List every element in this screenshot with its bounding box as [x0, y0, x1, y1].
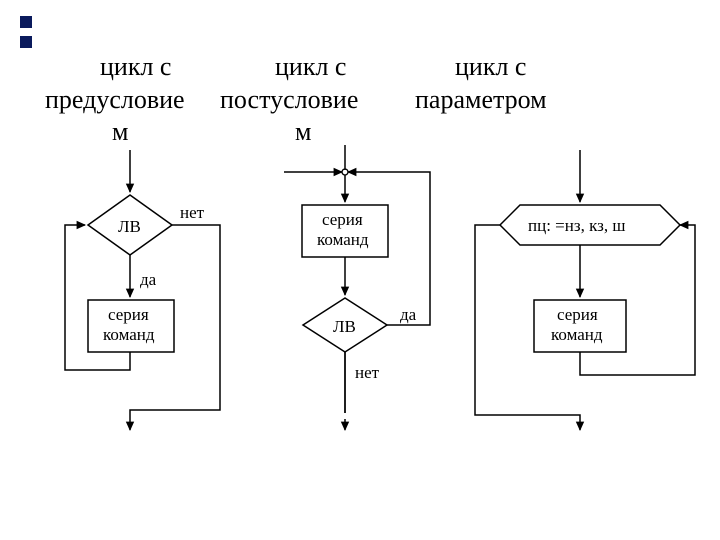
bullet-1 — [20, 16, 32, 28]
title-col1-bot: предусловие — [45, 85, 185, 114]
label-da-2: да — [400, 305, 417, 324]
title-col2-bot: постусловие — [220, 85, 358, 114]
title-col2-suffix: м — [295, 117, 311, 146]
label-seriya-3b: команд — [551, 325, 603, 344]
label-seriya-3a: серия — [557, 305, 598, 324]
title-col1-top: цикл с — [100, 52, 171, 81]
label-seriya-2b: команд — [317, 230, 369, 249]
title-col2-top: цикл с — [275, 52, 346, 81]
label-da-1: да — [140, 270, 157, 289]
label-seriya-1a: серия — [108, 305, 149, 324]
label-lv-2: ЛВ — [333, 317, 356, 336]
title-col3-bot: параметром — [415, 85, 547, 114]
flowchart-precondition: ЛВ нет да серия команд — [65, 150, 220, 430]
label-seriya-1b: команд — [103, 325, 155, 344]
bullet-2 — [20, 36, 32, 48]
label-net-1: нет — [180, 203, 205, 222]
label-param: пц: =нз, кз, ш — [528, 216, 625, 235]
flowchart-parameter: пц: =нз, кз, ш серия команд — [475, 150, 695, 430]
title-col3-top: цикл с — [455, 52, 526, 81]
title-col1-suffix: м — [112, 117, 128, 146]
label-seriya-2a: серия — [322, 210, 363, 229]
label-lv-1: ЛВ — [118, 217, 141, 236]
label-net-2: нет — [355, 363, 380, 382]
flowchart-postcondition: серия команд ЛВ да нет — [278, 145, 430, 430]
